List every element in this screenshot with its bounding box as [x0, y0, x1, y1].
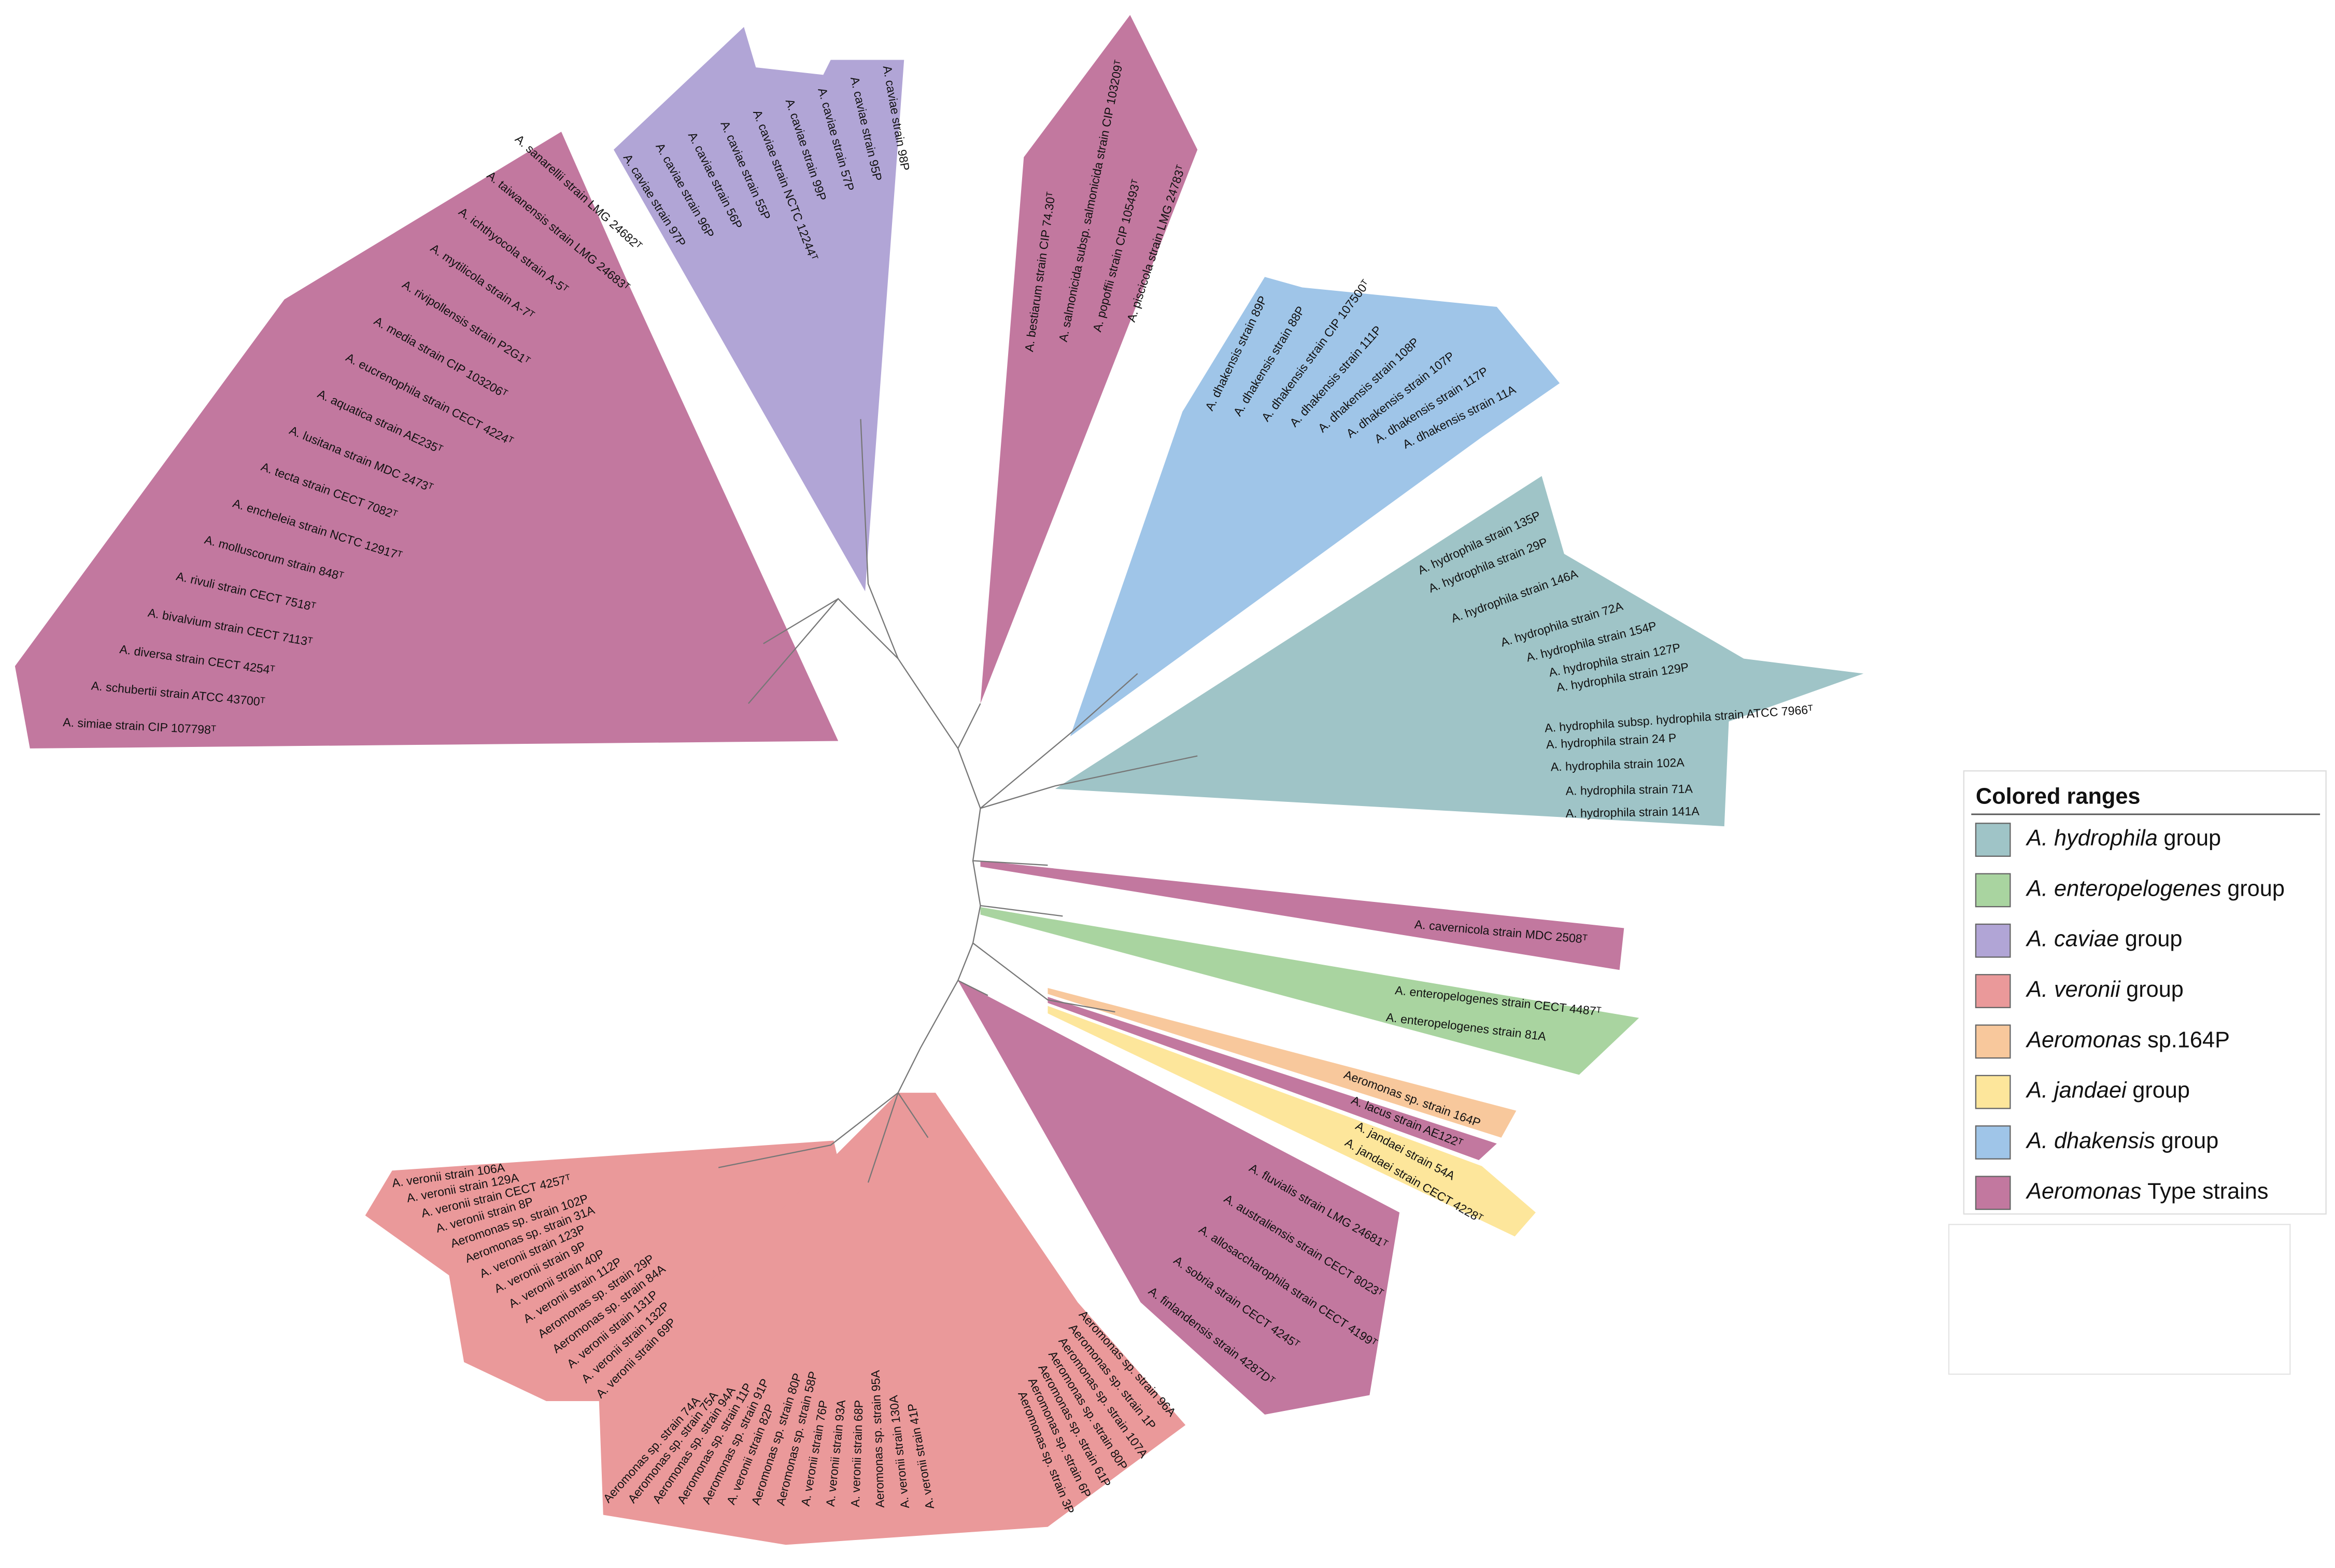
legend-suffix: group — [2126, 977, 2184, 1002]
legend-italic: Aeromonas — [2025, 1179, 2141, 1204]
branch — [763, 598, 839, 644]
colored-range — [15, 132, 839, 748]
branch — [972, 808, 1048, 866]
legend-swatch — [1975, 1125, 2011, 1160]
colored-range — [980, 15, 1198, 704]
legend-swatch — [1975, 923, 2011, 958]
legend-suffix: sp.164P — [2147, 1028, 2230, 1053]
colored-range — [365, 1140, 839, 1402]
branch — [867, 1092, 899, 1183]
colored-range — [1048, 987, 1517, 1138]
legend-italic: A. enteropelogenes — [2025, 877, 2221, 901]
colored-range — [599, 1093, 1186, 1545]
colored-range — [1070, 277, 1560, 737]
legend-swatch — [1975, 1176, 2011, 1210]
leaf-label: A. hydrophila strain 141A — [1565, 804, 1700, 821]
legend-italic: A. caviae — [2025, 927, 2119, 952]
legend-italic: A. hydrophila — [2025, 826, 2158, 851]
branch — [980, 755, 1198, 809]
branch — [980, 673, 1138, 809]
colored-range — [1048, 997, 1497, 1161]
colored-range — [980, 860, 1624, 970]
legend-italic: A. veronii — [2025, 977, 2121, 1002]
colored-ranges — [15, 15, 1864, 1545]
legend-label: A. jandaei group — [2025, 1078, 2190, 1103]
legend-label: A. veronii group — [2025, 977, 2184, 1002]
legend-suffix: Type strains — [2147, 1179, 2268, 1204]
legend-italic: A. jandaei — [2025, 1078, 2127, 1103]
branch — [972, 905, 1115, 1013]
branch — [718, 1092, 899, 1168]
legend-swatch — [1975, 823, 2011, 857]
legend-italic: A. dhakensis — [2025, 1128, 2155, 1153]
legend-label: A. caviae group — [2025, 927, 2182, 952]
legend-suffix: group — [2163, 826, 2221, 851]
colored-range — [958, 980, 1400, 1415]
leaf-label: A. hydrophila strain 71A — [1565, 782, 1693, 797]
legend-swatch — [1975, 1075, 2011, 1109]
legend-swatch — [1975, 1024, 2011, 1059]
colored-range — [1048, 1006, 1536, 1237]
legend-suffix: group — [2125, 927, 2183, 952]
legend-label: Aeromonas sp.164P — [2025, 1028, 2230, 1053]
legend-label: A. enteropelogenes group — [2025, 877, 2285, 901]
legend-label: A. dhakensis group — [2025, 1128, 2218, 1153]
branch — [860, 419, 899, 659]
branch — [897, 980, 959, 1138]
legend-box — [1963, 770, 2327, 1215]
legend-italic: Aeromonas — [2025, 1028, 2141, 1053]
legend-swatch — [1975, 873, 2011, 908]
colored-range — [1055, 476, 1864, 827]
legend-title: Colored ranges — [1976, 784, 2141, 809]
branch — [957, 703, 981, 749]
legend-suffix: group — [2161, 1128, 2219, 1153]
colored-range — [614, 26, 904, 591]
legend-label: Aeromonas Type strains — [2025, 1179, 2268, 1204]
legend-label: A. hydrophila group — [2025, 826, 2221, 851]
legend-suffix: group — [2227, 877, 2285, 901]
empty-panel — [1948, 1224, 2291, 1375]
legend-swatch — [1975, 974, 2011, 1008]
colored-range — [980, 907, 1639, 1075]
tree-branches — [718, 419, 1198, 1183]
legend-suffix: group — [2132, 1078, 2190, 1103]
